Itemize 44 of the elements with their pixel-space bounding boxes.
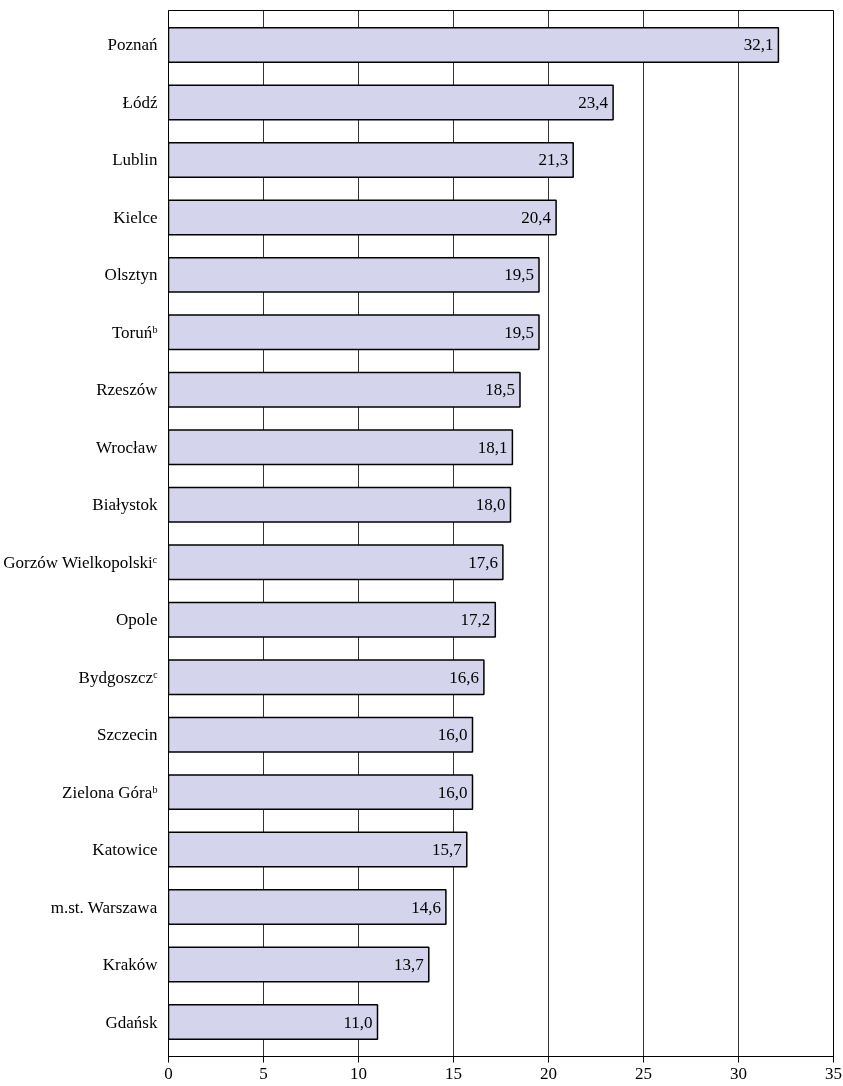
y-tick-label: Zielona Góraᵇ: [62, 782, 158, 802]
data-label: 17,6: [468, 552, 498, 572]
y-tick-label: Rzeszów: [96, 380, 159, 400]
data-label: 18,1: [477, 437, 508, 457]
data-label: 19,5: [504, 322, 534, 342]
data-label: 13,7: [394, 955, 425, 975]
x-tick-label: 0: [164, 1063, 173, 1083]
y-tick-label: Kielce: [113, 207, 158, 227]
y-tick-label: Olsztyn: [104, 265, 158, 285]
y-tick-label: Lublin: [112, 150, 158, 170]
data-label: 18,0: [475, 495, 506, 515]
data-label: 21,3: [538, 150, 569, 170]
data-label: 16,6: [449, 667, 479, 687]
data-label: 18,5: [485, 380, 515, 400]
y-tick-label: m.st. Warszawa: [50, 897, 158, 917]
x-tick-label: 5: [259, 1063, 268, 1083]
y-tick-label: Łódź: [122, 92, 158, 112]
x-tick-label: 25: [635, 1063, 652, 1083]
x-tick-label: 15: [445, 1063, 462, 1083]
y-tick-label: Toruńᵇ: [111, 322, 158, 342]
data-label: 16,0: [437, 782, 468, 802]
data-label: 11,0: [343, 1012, 373, 1032]
y-tick-label: Poznań: [107, 35, 158, 55]
x-tick-label: 20: [540, 1063, 557, 1083]
data-label: 32,1: [743, 35, 774, 55]
data-label: 20,4: [521, 207, 552, 227]
data-label: 15,7: [432, 840, 463, 860]
y-tick-label: Gdańsk: [105, 1012, 158, 1032]
x-tick-label: 35: [825, 1063, 842, 1083]
data-label: 19,5: [504, 265, 534, 285]
data-label: 17,2: [460, 610, 491, 630]
data-label: 14,6: [411, 897, 441, 917]
y-tick-label: Bydgoszczᶜ: [78, 667, 159, 687]
x-tick-label: 10: [350, 1063, 367, 1083]
y-tick-label: Wrocław: [95, 437, 159, 457]
y-tick-label: Gorzów Wielkopolskiᶜ: [3, 552, 158, 572]
data-label: 16,0: [437, 725, 468, 745]
y-tick-label: Katowice: [92, 840, 158, 860]
y-tick-label: Opole: [115, 610, 158, 630]
y-tick-label: Kraków: [102, 955, 159, 975]
y-tick-label: Białystok: [92, 495, 158, 515]
y-tick-label: Szczecin: [97, 725, 158, 745]
data-label: 23,4: [578, 92, 609, 112]
x-tick-label: 30: [730, 1063, 747, 1083]
